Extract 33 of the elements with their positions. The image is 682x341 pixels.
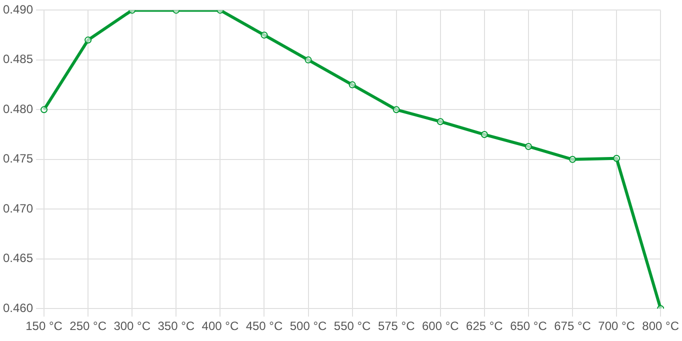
x-tick-label: 150 °C [26, 319, 63, 334]
x-tick-label: 575 °C [378, 319, 416, 334]
point [569, 156, 576, 163]
point [524, 142, 532, 150]
x-tick-label: 250 °C [70, 319, 107, 334]
y-tick-label: 0.460 [3, 300, 34, 315]
point [436, 118, 444, 126]
point [392, 106, 400, 114]
point [40, 106, 48, 114]
x-tick-label: 300 °C [114, 319, 151, 334]
y-tick-label: 0.490 [3, 2, 34, 17]
y-tick-label: 0.480 [3, 102, 34, 116]
x-tick-label: 625 °C [466, 319, 504, 334]
point [84, 36, 92, 44]
y-tick-label: 0.470 [3, 201, 34, 216]
y-tick-label: 0.485 [3, 52, 34, 66]
x-tick-label: 450 °C [246, 319, 283, 334]
y-tick-label: 0.475 [3, 152, 34, 166]
x-tick-label: 350 °C [158, 319, 195, 334]
point [480, 131, 488, 138]
x-tick-label: 400 °C [202, 319, 239, 334]
x-tick-label: 700 °C [598, 319, 636, 334]
point [304, 56, 312, 64]
y-tick-label: 0.465 [3, 251, 34, 266]
x-tick-label: 650 °C [510, 319, 548, 334]
point [613, 154, 620, 162]
x-tick-label: 500 °C [290, 319, 328, 334]
point [260, 32, 268, 39]
x-tick-label: 675 °C [554, 319, 592, 334]
point [348, 81, 356, 88]
x-tick-label: 800 °C [642, 319, 680, 334]
x-tick-label: 550 °C [334, 319, 372, 334]
x-tick-label: 600 °C [422, 319, 460, 334]
